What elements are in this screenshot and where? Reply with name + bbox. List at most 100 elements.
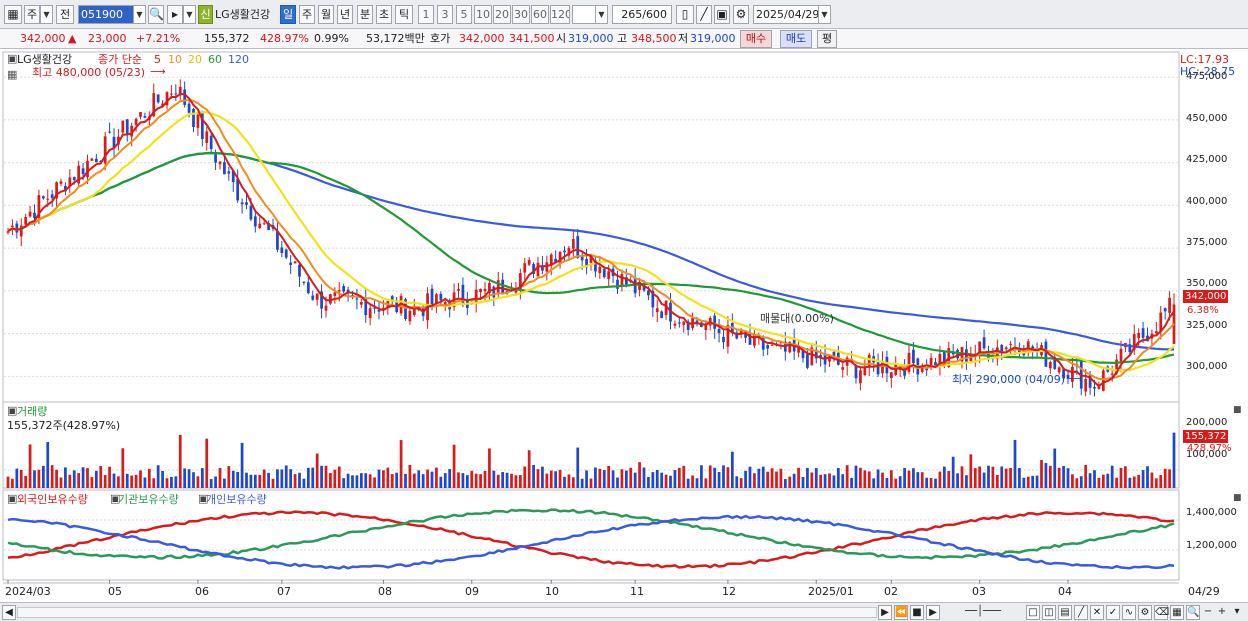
- candle-body: [139, 112, 142, 117]
- y-label: 475,000: [1186, 71, 1228, 82]
- interval-120[interactable]: 120: [550, 5, 570, 24]
- layout-icon[interactable]: ▦: [4, 5, 22, 24]
- layout2-icon[interactable]: ▤: [1058, 605, 1072, 620]
- gear-icon[interactable]: ⚙: [733, 5, 749, 24]
- holding-y-label: 1,400,000: [1186, 507, 1237, 518]
- pen-tool-icon[interactable]: ✓: [1106, 605, 1120, 620]
- eraser-icon[interactable]: ⌫: [1154, 605, 1170, 620]
- volume-bar: [496, 474, 500, 488]
- candle-body: [607, 271, 611, 280]
- stock-code-input[interactable]: 051900: [78, 5, 134, 24]
- split-icon[interactable]: ◫: [1042, 605, 1056, 620]
- sell-button[interactable]: 매도: [780, 30, 812, 48]
- low-price: 319,000: [690, 32, 736, 45]
- date-input[interactable]: 2025/04/29: [753, 5, 819, 24]
- interval-30[interactable]: 30: [512, 5, 530, 24]
- period-year[interactable]: 년: [337, 5, 353, 24]
- period-tick[interactable]: 틱: [395, 5, 413, 24]
- zoom-in-icon[interactable]: +: [1217, 606, 1227, 617]
- zoom-icon[interactable]: 🔍: [1186, 605, 1200, 620]
- volume-close-icon[interactable]: ■: [1233, 405, 1242, 415]
- stop-icon[interactable]: ■: [910, 605, 924, 620]
- zoom-slider[interactable]: ──│───: [964, 606, 1002, 617]
- holding-close-icon[interactable]: ■: [1233, 493, 1242, 503]
- bar-count-input[interactable]: 265/600: [612, 5, 672, 24]
- period-minute[interactable]: 분: [357, 5, 373, 24]
- candle-type-icon[interactable]: ▯: [676, 5, 694, 24]
- grid-icon[interactable]: ▦: [7, 68, 18, 81]
- draw-tool-icon[interactable]: ╱: [696, 5, 712, 24]
- zoom-out-icon[interactable]: −: [1203, 606, 1213, 617]
- period-week[interactable]: 주: [299, 5, 315, 24]
- volume-bar: [1119, 467, 1123, 488]
- volume-bar: [730, 451, 734, 488]
- line-tool-icon[interactable]: ╱: [1074, 605, 1088, 620]
- volume-bar: [810, 472, 814, 488]
- volume-bar: [315, 453, 319, 488]
- interval-dropdown-icon[interactable]: ▼: [595, 5, 608, 24]
- candle-body: [41, 196, 45, 199]
- code-dropdown-icon[interactable]: ▼: [133, 5, 146, 24]
- collapse-icon[interactable]: ▾: [1234, 606, 1240, 617]
- search-icon[interactable]: 🔍: [148, 5, 164, 24]
- interval-1[interactable]: 1: [418, 5, 434, 24]
- candle-body: [298, 264, 301, 277]
- candle-body: [280, 247, 284, 253]
- scroll-track[interactable]: [17, 607, 877, 618]
- settings-tool-icon[interactable]: ⚙: [1138, 605, 1152, 620]
- scroll-right-icon[interactable]: ▶: [878, 605, 892, 620]
- candle-body: [1115, 359, 1118, 374]
- period-day[interactable]: 일: [280, 5, 296, 24]
- candle-body: [187, 103, 191, 113]
- candle-body: [1004, 347, 1008, 350]
- grid-tool-icon[interactable]: ▦: [1170, 605, 1184, 620]
- copy-icon[interactable]: □: [1026, 605, 1040, 620]
- trade-amount: 53,172백만: [366, 32, 425, 45]
- volume-bar: [558, 469, 562, 488]
- interval-3[interactable]: 3: [437, 5, 453, 24]
- interval-60[interactable]: 60: [531, 5, 549, 24]
- volume-bar: [435, 467, 438, 488]
- period-month[interactable]: 월: [318, 5, 334, 24]
- speaker-icon[interactable]: ▸: [167, 5, 183, 24]
- scroll-left-icon[interactable]: ◀: [2, 605, 16, 620]
- volume-bar: [143, 477, 147, 488]
- candle-body: [859, 370, 862, 384]
- x-label: 04/29: [1188, 585, 1220, 598]
- buy-button[interactable]: 매수: [740, 30, 772, 48]
- interval-5[interactable]: 5: [456, 5, 472, 24]
- eval-button[interactable]: 평: [817, 30, 837, 48]
- market-select[interactable]: 주: [24, 5, 40, 24]
- sound-dropdown-icon[interactable]: ▼: [183, 5, 196, 24]
- candle-body: [1097, 386, 1101, 389]
- interval-20[interactable]: 20: [493, 5, 511, 24]
- date-dropdown-icon[interactable]: ▼: [818, 5, 831, 24]
- rewind-icon[interactable]: ⏪: [894, 605, 908, 620]
- open-price: 319,000: [568, 32, 614, 45]
- candle-body: [638, 282, 641, 290]
- period-second[interactable]: 초: [376, 5, 392, 24]
- wave-tool-icon[interactable]: ∿: [1122, 605, 1136, 620]
- interval-10[interactable]: 10: [474, 5, 492, 24]
- change-pct: +7.21%: [136, 32, 181, 45]
- candle-body: [227, 171, 231, 174]
- volume-bar: [554, 471, 558, 488]
- volume-current-pct: 428.97%: [1187, 443, 1232, 454]
- custom-interval-input[interactable]: [572, 5, 596, 24]
- candle-body: [889, 372, 893, 379]
- y-label: 375,000: [1186, 237, 1228, 248]
- new-badge[interactable]: 신: [198, 5, 213, 24]
- prev-button[interactable]: 전: [56, 5, 74, 24]
- volume-bar: [457, 472, 460, 488]
- volume-bar: [1079, 476, 1083, 488]
- volume-bar: [231, 470, 235, 488]
- volume-bar: [598, 468, 602, 488]
- low-label: 저: [678, 32, 689, 45]
- save-icon[interactable]: ▣: [714, 5, 730, 24]
- chart-area[interactable]: ▣ LG생활건강 종가 단순 5 10 20 60 120 ▦ 최고 480,0…: [0, 50, 1248, 602]
- play-icon[interactable]: ▶: [926, 605, 940, 620]
- market-dropdown-icon[interactable]: ▼: [40, 5, 53, 24]
- volume-bar: [19, 469, 23, 488]
- cross-tool-icon[interactable]: ✕: [1090, 605, 1104, 620]
- candle-body: [518, 273, 522, 291]
